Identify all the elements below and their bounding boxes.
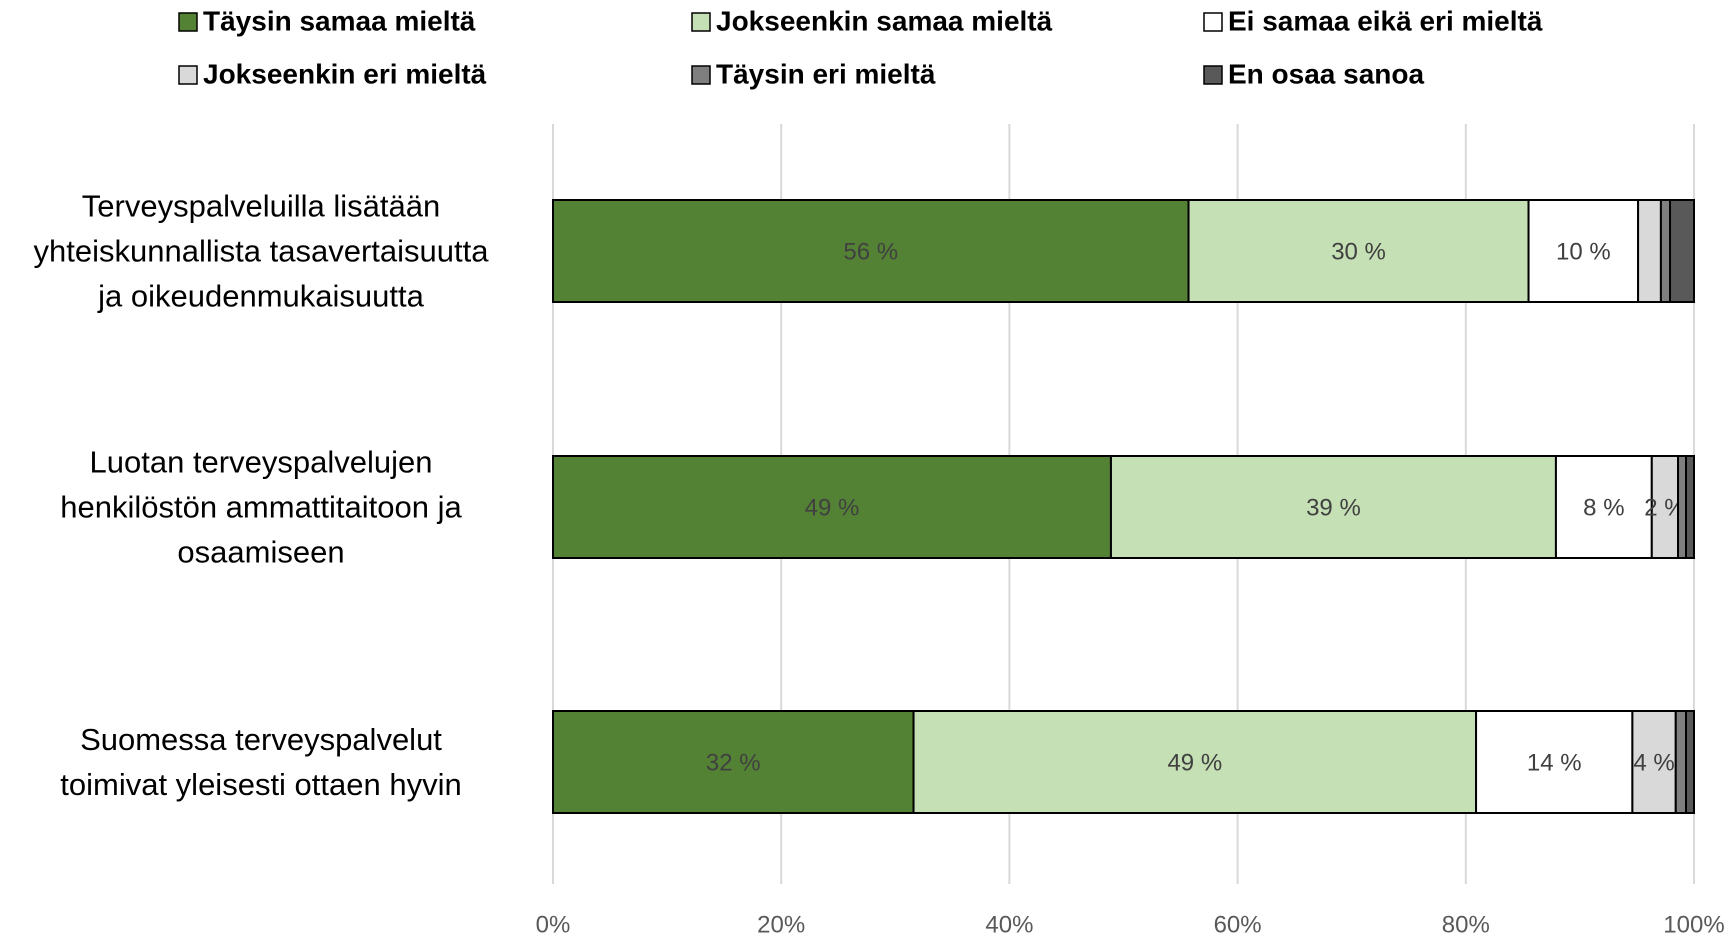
- bar-segment: [1677, 455, 1688, 559]
- bar-segment: [1669, 199, 1695, 303]
- data-label: 30 %: [1331, 238, 1386, 265]
- data-label: 39 %: [1306, 494, 1361, 521]
- data-label: 56 %: [843, 238, 898, 265]
- data-label: 8 %: [1583, 494, 1624, 521]
- bar-segment: [1685, 710, 1695, 814]
- legend-label: Täysin eri mieltä: [716, 58, 936, 89]
- x-tick-label: 100%: [1663, 911, 1724, 937]
- category-label: Terveyspalveluilla lisätään yhteiskunnal…: [33, 188, 489, 314]
- bar-segment: [1554, 455, 1653, 559]
- x-tick-label: 0%: [536, 911, 571, 937]
- data-label: 10 %: [1556, 238, 1611, 265]
- bar-segment: [1527, 199, 1640, 303]
- x-tick-label: 80%: [1442, 911, 1490, 937]
- category-label: Luotan terveyspalvelujen henkilöstön amm…: [60, 444, 462, 570]
- bar-segment: [1637, 199, 1662, 303]
- bar-segment: [1187, 199, 1530, 303]
- legend-swatch: [178, 65, 198, 85]
- data-label: 49 %: [1167, 749, 1222, 776]
- data-label: 4 %: [1633, 749, 1674, 776]
- bar-segment: [1685, 455, 1695, 559]
- legend-swatch: [1203, 65, 1223, 85]
- legend-swatch: [691, 65, 711, 85]
- x-tick-label: 20%: [757, 911, 805, 937]
- x-tick-label: 60%: [1214, 911, 1262, 937]
- legend-label: Täysin samaa mieltä: [203, 5, 476, 36]
- legend-label: En osaa sanoa: [1228, 58, 1425, 89]
- legend-swatch: [1203, 12, 1223, 32]
- data-label: 49 %: [805, 494, 860, 521]
- bar-segment: [552, 455, 1112, 559]
- legend-swatch: [691, 12, 711, 32]
- bar-segment: [552, 199, 1190, 303]
- data-label: 32 %: [706, 749, 761, 776]
- bar-segment: [552, 710, 915, 814]
- data-label: 14 %: [1527, 749, 1582, 776]
- x-tick-label: 40%: [985, 911, 1033, 937]
- bar-segment: [1674, 710, 1688, 814]
- legend-swatch: [178, 12, 198, 32]
- category-label: Suomessa terveyspalvelut toimivat yleise…: [60, 722, 462, 802]
- bar-segment: [1659, 199, 1672, 303]
- legend-label: Jokseenkin eri mieltä: [203, 58, 487, 89]
- bar-segment: [912, 710, 1478, 814]
- legend-label: Jokseenkin samaa mieltä: [716, 5, 1053, 36]
- legend-label: Ei samaa eikä eri mieltä: [1228, 5, 1543, 36]
- bar-segment: [1650, 455, 1680, 559]
